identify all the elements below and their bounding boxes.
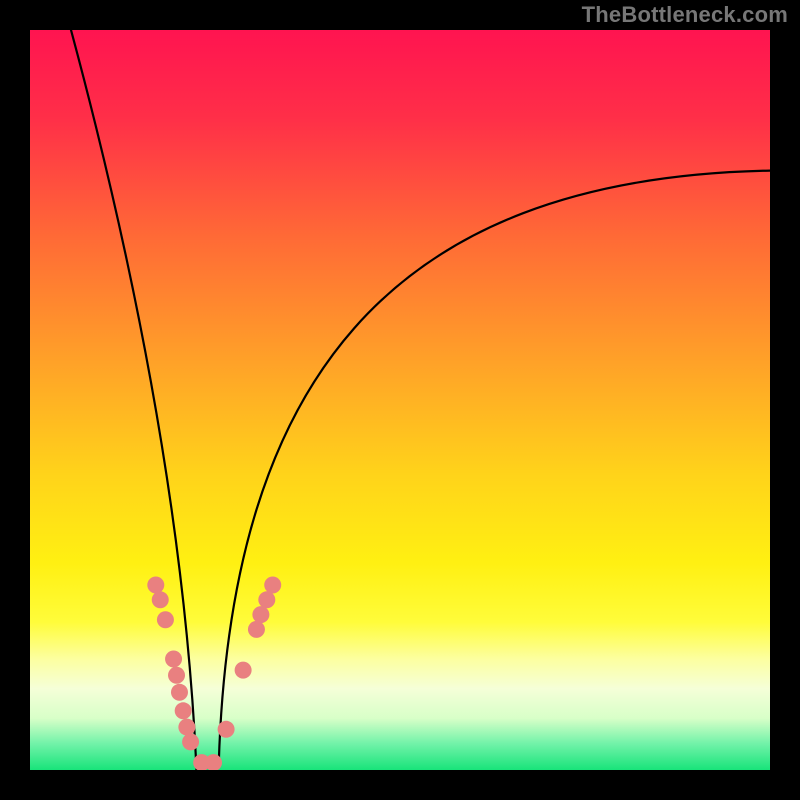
data-marker bbox=[157, 611, 174, 628]
data-marker bbox=[252, 606, 269, 623]
chart-background bbox=[30, 30, 770, 770]
data-marker bbox=[178, 719, 195, 736]
attribution-text: TheBottleneck.com bbox=[582, 2, 788, 28]
data-marker bbox=[264, 577, 281, 594]
bottleneck-chart bbox=[30, 30, 770, 770]
data-marker bbox=[182, 733, 199, 750]
data-marker bbox=[235, 662, 252, 679]
data-marker bbox=[248, 621, 265, 638]
data-marker bbox=[258, 591, 275, 608]
data-marker bbox=[152, 591, 169, 608]
data-marker bbox=[171, 684, 188, 701]
data-marker bbox=[147, 577, 164, 594]
data-marker bbox=[165, 651, 182, 668]
data-marker bbox=[175, 702, 192, 719]
data-marker bbox=[218, 721, 235, 738]
data-marker bbox=[168, 667, 185, 684]
